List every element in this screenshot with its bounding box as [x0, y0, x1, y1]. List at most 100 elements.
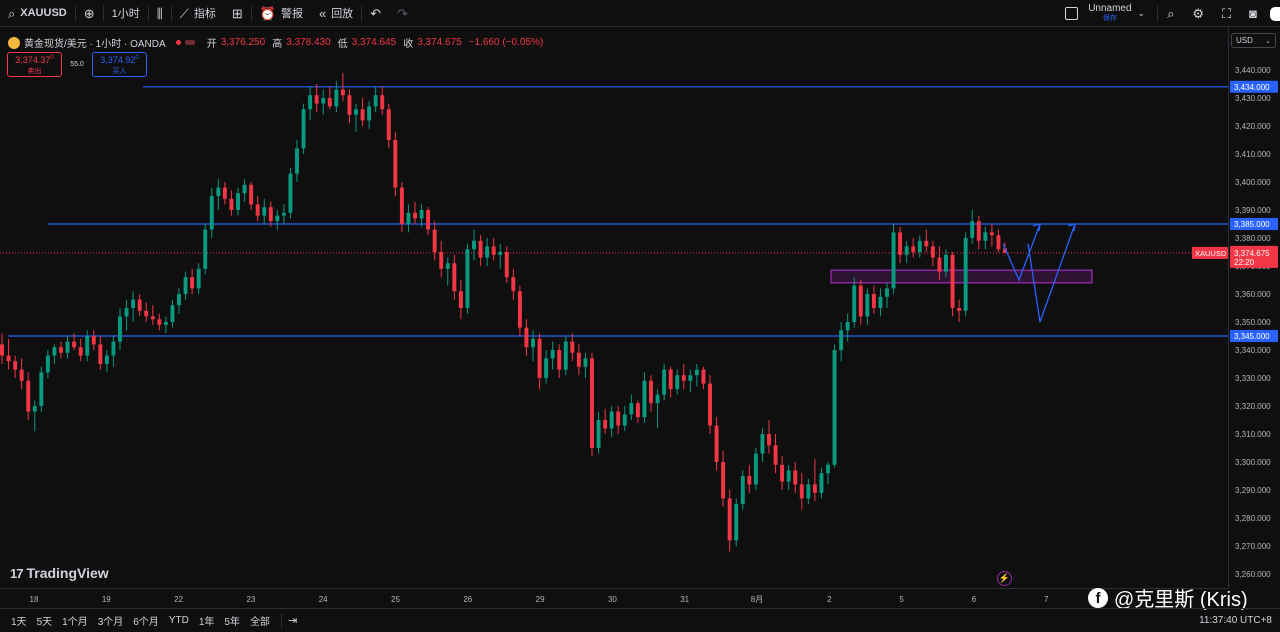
- candle-body: [236, 193, 240, 210]
- candle: [458, 280, 463, 320]
- interval-button[interactable]: 1小时: [104, 0, 148, 27]
- candle-body: [793, 470, 798, 485]
- goto-date-icon[interactable]: ⇥: [287, 615, 298, 627]
- sell-button[interactable]: 3,374.370 卖出: [7, 52, 62, 77]
- candle: [491, 238, 496, 261]
- lightning-icon[interactable]: ⚡: [997, 571, 1012, 586]
- redo-button[interactable]: ↷: [389, 0, 416, 27]
- candle: [347, 89, 352, 124]
- candle-body: [1003, 248, 1007, 253]
- candle: [439, 240, 444, 278]
- layout-name-button[interactable]: Unnamed 保存: [1088, 3, 1131, 24]
- templates-button[interactable]: ⊞: [224, 0, 251, 27]
- open-label: 开: [206, 39, 217, 50]
- level-price-tag[interactable]: [1230, 80, 1278, 93]
- time-axis[interactable]: 18 19 22 23 24 25 26 29 30 31 8月 2 5 6 7: [0, 588, 1228, 608]
- candle-body: [655, 394, 660, 404]
- candle-body: [196, 268, 201, 289]
- symbol-search-button[interactable]: ⌕ XAUUSD: [0, 0, 75, 27]
- time-tick-label: 19: [102, 595, 111, 604]
- spread-value: 55.0: [70, 61, 84, 68]
- candle-body: [6, 355, 11, 362]
- legend-title[interactable]: 黄金现货/美元 · 1小时 · OANDA: [24, 39, 166, 50]
- candle-body: [458, 291, 463, 308]
- candle: [413, 201, 417, 224]
- candle-body: [681, 375, 686, 381]
- quick-search-icon[interactable]: ⌕: [1167, 6, 1175, 21]
- publish-toggle[interactable]: [1270, 6, 1280, 21]
- range-button[interactable]: YTD: [168, 615, 189, 626]
- chart-type-button[interactable]: ⫼: [149, 0, 171, 27]
- range-button[interactable]: 5年: [224, 617, 240, 628]
- settings-gear-icon[interactable]: ⚙: [1192, 6, 1205, 21]
- range-button[interactable]: 3个月: [97, 617, 124, 628]
- candle-body: [609, 411, 614, 429]
- candle: [485, 238, 490, 266]
- candle: [721, 450, 726, 507]
- buy-button[interactable]: 3,374.920 买入: [92, 52, 147, 77]
- range-button[interactable]: 6个月: [133, 617, 159, 628]
- chevron-down-icon[interactable]: ⌄: [1137, 8, 1146, 18]
- sell-price-sup: 0: [50, 54, 54, 61]
- level-price-tag[interactable]: [1230, 330, 1278, 342]
- candle-body: [157, 319, 162, 325]
- sell-price: 3,374.37: [15, 54, 51, 65]
- candle: [452, 254, 457, 300]
- price-tick-label: 3,270.000: [1235, 542, 1271, 551]
- price-tick-label: 3,400.000: [1235, 178, 1271, 187]
- candle-body: [91, 336, 96, 345]
- price-chart[interactable]: XAUUSD: [0, 28, 1228, 588]
- candle-body: [222, 187, 227, 199]
- fullscreen-icon[interactable]: ⛶: [1222, 6, 1232, 21]
- symbol-label: XAUUSD: [20, 7, 67, 19]
- chart-pane[interactable]: XAUUSD: [0, 28, 1228, 588]
- candle-body: [85, 336, 90, 356]
- alarm-clock-icon: ⏰: [259, 5, 276, 21]
- candle-body: [596, 420, 601, 448]
- candle-body: [472, 240, 476, 250]
- range-button[interactable]: 1年: [198, 617, 215, 628]
- projection-path-b[interactable]: [1027, 223, 1076, 323]
- candle-body: [52, 347, 57, 356]
- time-tick-label: 30: [608, 595, 617, 604]
- candle: [747, 464, 752, 493]
- candle: [281, 204, 286, 224]
- undo-button[interactable]: ↶: [362, 0, 389, 27]
- projection-path-a[interactable]: [1002, 223, 1041, 282]
- currency-select[interactable]: USD ⌄: [1231, 33, 1276, 48]
- candle-body: [249, 184, 254, 205]
- candle-body: [721, 462, 726, 499]
- candle: [393, 131, 398, 196]
- grid-icon: ⊞: [231, 5, 243, 21]
- candle: [917, 235, 922, 258]
- alert-button[interactable]: ⏰ 警报: [252, 0, 311, 27]
- candle: [13, 355, 18, 378]
- candle: [354, 103, 358, 132]
- candle: [334, 81, 339, 112]
- support-zone-rect[interactable]: [830, 269, 1093, 284]
- candle: [360, 98, 365, 126]
- symbol-legend: 黄金现货/美元 · 1小时 · OANDA 开 3,376.250 高 3,378.…: [8, 35, 546, 50]
- range-button[interactable]: 1天: [11, 617, 27, 628]
- indicators-button[interactable]: ⟋ 指标: [172, 0, 224, 27]
- candle: [583, 352, 588, 378]
- camera-icon[interactable]: ◙: [1249, 6, 1257, 21]
- candle: [675, 369, 680, 395]
- candle-body: [786, 470, 791, 482]
- range-button[interactable]: 1个月: [62, 617, 88, 628]
- candle-body: [367, 106, 372, 121]
- compare-button[interactable]: ⊕: [76, 0, 103, 27]
- range-button[interactable]: 全部: [249, 617, 270, 628]
- candle: [714, 417, 719, 471]
- clock[interactable]: 11:37:40 UTC+8: [1199, 615, 1272, 626]
- range-button[interactable]: 5天: [36, 617, 53, 628]
- replay-button[interactable]: « 回放: [311, 0, 361, 27]
- layout-icon[interactable]: [1065, 7, 1079, 20]
- candle: [760, 428, 765, 462]
- candle: [635, 400, 640, 423]
- level-price-tag[interactable]: [1230, 218, 1278, 230]
- price-axis[interactable]: 3,260.000 3,270.000 3,280.000 3,290.000 3,30…: [1228, 28, 1280, 588]
- low-label: 低: [337, 39, 348, 50]
- level-price-tag-label: 3,345.000: [1234, 332, 1270, 341]
- layout-status: 保存: [1102, 14, 1117, 22]
